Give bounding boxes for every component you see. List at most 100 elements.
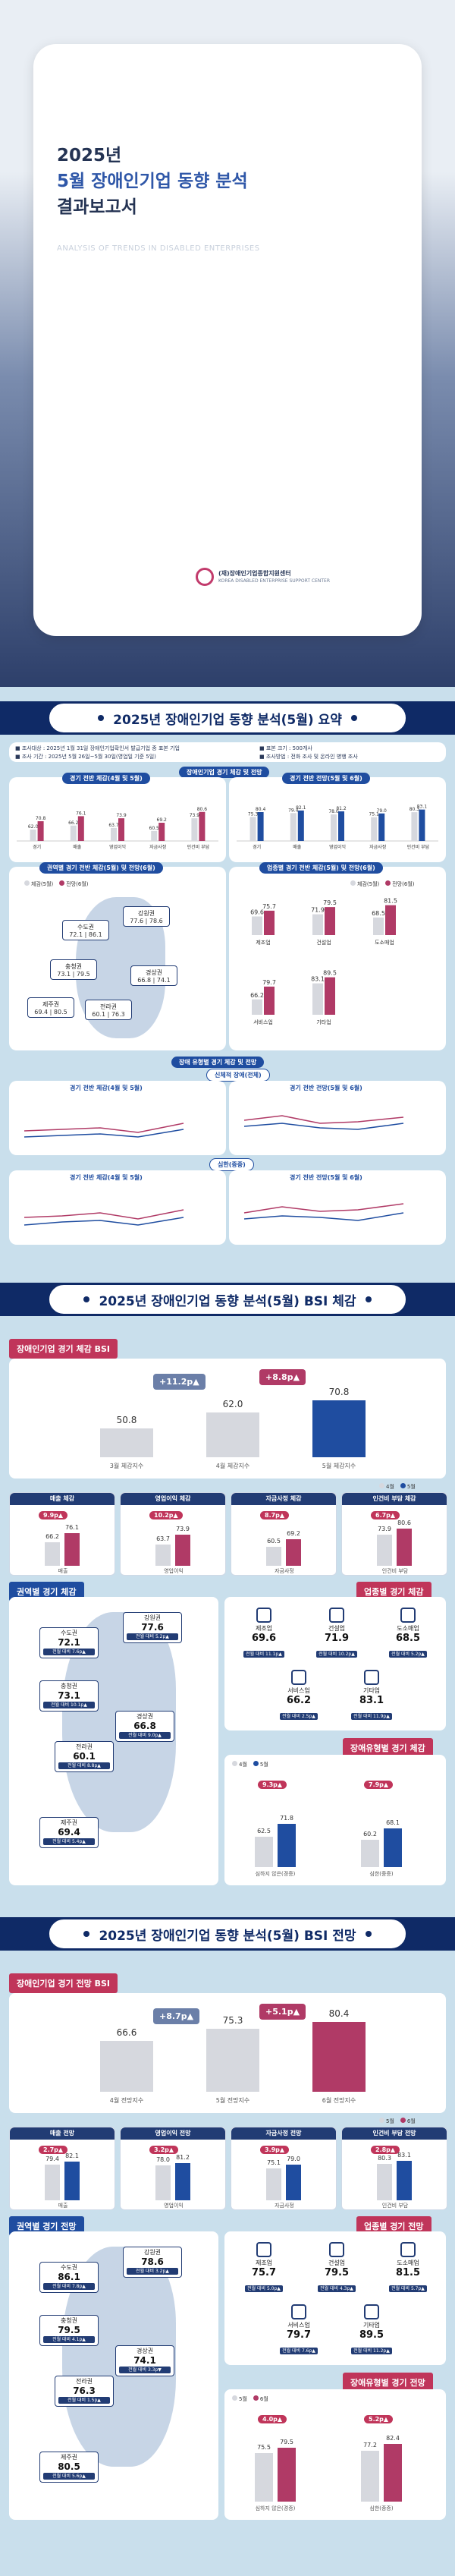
region-card: 수도권 72.1 전월 대비 7.6p▲ xyxy=(39,1627,99,1658)
bar-value: 89.5 xyxy=(323,970,337,977)
region-name: 제주권 xyxy=(60,1819,78,1826)
bar-value: 73.9 xyxy=(116,813,127,818)
region-value: 69.4 xyxy=(58,1827,80,1838)
indicator-label: 매출 xyxy=(58,1568,68,1574)
industry-name: 기타업 xyxy=(362,2322,381,2329)
cover-card xyxy=(33,44,422,636)
industry-card: 건설업 71.9 전월 대비 10.2p▲ xyxy=(305,1608,369,1658)
bar-value: 82.1 xyxy=(296,805,306,811)
bar-value: 62.0 xyxy=(28,824,39,830)
bar xyxy=(158,823,165,841)
region-panel: 수도권 86.1 전월 대비 7.8p▲ 강원권 78.6 전월 대비 3.2p▲ 충청권 7… xyxy=(9,2231,218,2520)
region-name: 경상권 xyxy=(145,969,163,976)
bar-value: 63.7 xyxy=(156,1535,170,1542)
bar xyxy=(255,2453,273,2502)
main-bar xyxy=(100,2040,153,2092)
bar xyxy=(384,2443,402,2502)
bar xyxy=(45,2164,60,2200)
org-name-en: KOREA DISABLED ENTERPRISE SUPPORT CENTER xyxy=(218,578,331,584)
industry-name: 도소매업 xyxy=(397,2260,419,2266)
industry-legend: 체감(5월) 전망(6월) xyxy=(350,880,415,888)
service-icon xyxy=(291,1670,306,1685)
industry-label: 건설업 xyxy=(316,939,331,946)
region-values: 73.1 | 79.5 xyxy=(57,971,90,978)
type-legend: 4월 5월 xyxy=(232,1761,268,1768)
industry-name: 기타업 xyxy=(362,1687,381,1694)
legend-a: 체감(5월) xyxy=(24,880,53,888)
summary-info: ■ 조사대상 : 2025년 1월 31일 장애인기업확인서 발급기업 중 표본… xyxy=(9,742,446,762)
cover-year: 2025년 xyxy=(57,146,122,165)
industry-change: 전월 대비 10.2p▲ xyxy=(316,1651,357,1658)
sub-title: 인건비 부담 체감 xyxy=(342,1493,447,1505)
bar-value: 66.2 xyxy=(250,992,264,999)
category-label: 인건비 부담 xyxy=(187,844,210,850)
indicator-label: 인건비 부담 xyxy=(381,1568,409,1574)
main-bsi-chart: 66.6 4월 전망지수 75.3 5월 전망지수 80.4 6월 전망지수 +8.7p▲ +… xyxy=(9,1993,446,2113)
bar-value: 75.1 xyxy=(369,812,380,817)
bar-value: 60.5 xyxy=(149,826,160,831)
region-name: 전라권 xyxy=(75,2378,93,2385)
region-name: 충청권 xyxy=(60,1683,78,1690)
bar-value: 75.7 xyxy=(262,903,276,910)
legend-b: 전망(6월) xyxy=(385,880,415,888)
main-bar xyxy=(206,1412,259,1457)
region-name: 충청권 xyxy=(64,963,83,970)
sub-indicator-card: 영업이익 전망 3.2p▲ 78.0 81.2 영업이익 xyxy=(120,2127,226,2210)
severe-current-line xyxy=(24,1209,184,1226)
region-change: 전월 대비 4.1p▲ xyxy=(43,2336,95,2343)
bar-value: 80.6 xyxy=(397,1519,411,1527)
industry-value: 81.5 xyxy=(395,2267,421,2278)
type-tag: 장애유형별 경기 전망 xyxy=(343,2373,433,2392)
industry-change: 전월 대비 11.1p▲ xyxy=(243,1651,284,1658)
bar-value: 75.1 xyxy=(267,2159,281,2166)
bar xyxy=(397,2161,412,2200)
industry-change: 전월 대비 11.2p▲ xyxy=(351,2348,392,2354)
change-badge: 2.8p▲ xyxy=(371,2146,400,2154)
region-change: 전월 대비 7.6p▲ xyxy=(43,1649,95,1655)
region-value: 79.5 xyxy=(58,2325,80,2335)
region-card: 전라권 60.1 전월 대비 8.8p▲ xyxy=(55,1741,114,1772)
region-card: 충청권 73.1 | 79.5 xyxy=(50,959,97,980)
bar xyxy=(30,830,36,841)
region-change: 전월 대비 5.2p▲ xyxy=(127,1633,178,1640)
region-value: 80.5 xyxy=(58,2461,80,2472)
bar xyxy=(252,916,262,935)
industry-change: 전월 대비 4.3p▲ xyxy=(318,2285,356,2292)
store-icon xyxy=(400,1608,416,1623)
type-label: 심하지 않은(경증) xyxy=(255,1871,296,1877)
change-badge: 9.9p▲ xyxy=(39,1511,68,1519)
bullet-icon xyxy=(83,1931,90,1937)
bsi-outlook-header-text: 2025년 장애인기업 동향 분석(5월) BSI 전망 xyxy=(99,1928,356,1944)
factory-icon xyxy=(256,1608,271,1623)
category-label: 자금사정 xyxy=(369,844,386,850)
industry-value: 89.5 xyxy=(359,2329,384,2341)
region-card: 충청권 73.1 전월 대비 10.1p▲ xyxy=(39,1680,99,1712)
industry-panel: 제조업 69.6 전월 대비 11.1p▲ 건설업 71.9 전월 대비 10.2p▲ 도소… xyxy=(224,1597,446,1730)
org-logo-icon xyxy=(196,568,214,586)
industry-change: 전월 대비 5.0p▲ xyxy=(245,2285,283,2292)
type-label: 심한(중증) xyxy=(369,2505,394,2511)
bar xyxy=(290,813,297,841)
region-card: 충청권 79.5 전월 대비 4.1p▲ xyxy=(39,2315,99,2346)
bar-value: 69.2 xyxy=(287,1529,300,1537)
bsi-current-header: 2025년 장애인기업 동향 분석(5월) BSI 체감 xyxy=(47,1283,408,1316)
type-label: 심한(중증) xyxy=(369,1871,394,1877)
bar xyxy=(199,811,206,841)
delta-badge: +11.2p▲ xyxy=(153,1374,206,1390)
change-badge: 4.0p▲ xyxy=(258,2415,287,2423)
info-method: ■ 조사방법 : 전화 조사 및 온라인 병행 조사 xyxy=(259,754,358,760)
region-name: 수도권 xyxy=(77,924,95,931)
bar xyxy=(325,977,335,1015)
store-icon xyxy=(400,2242,416,2257)
tag-outlook: 경기 전반 전망(5월 및 6월) xyxy=(282,773,370,784)
industry-name: 건설업 xyxy=(328,2260,346,2266)
main-bar-label: 4월 체감지수 xyxy=(215,1463,250,1469)
cover-title-line2: 결과보고서 xyxy=(57,197,137,217)
summary-industry-chart: 69.675.7 제조업 71.979.5 건설업 68.5 81.5 도소매업 66.2 79… xyxy=(250,898,397,1025)
main-bar-label: 5월 전망지수 xyxy=(215,2097,250,2104)
main-bar-value: 66.6 xyxy=(116,2026,137,2038)
industry-name: 서비스업 xyxy=(287,1687,310,1694)
region-value: 66.8 xyxy=(133,1721,156,1731)
main-bar-value: 80.4 xyxy=(328,2008,350,2019)
region-name: 제주권 xyxy=(42,1001,60,1008)
